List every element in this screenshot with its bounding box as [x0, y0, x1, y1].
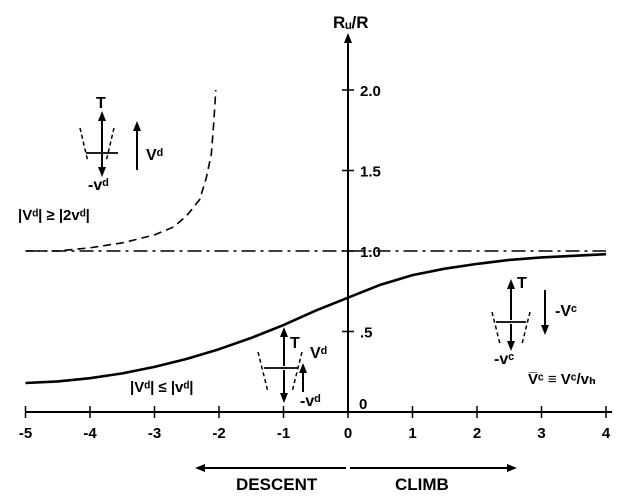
induced-descent-label: -vᵈ — [88, 177, 108, 194]
series-solid-line — [25, 252, 607, 385]
thrust-label-climb: T — [517, 275, 527, 292]
y-tick-label: 1.0 — [360, 244, 381, 261]
lower-condition-label: |Vᵈ| ≤ |vᵈ| — [130, 379, 193, 396]
rotor-diagram-descent-upper: T -vᵈ Vᵈ — [79, 95, 163, 194]
x-ticks: -5 -4 -3 -2 -1 0 1 2 3 4 — [19, 406, 611, 442]
y-ticks: .5 1.0 1.5 2.0 — [342, 83, 381, 342]
x-tick-label: -4 — [83, 425, 97, 442]
x-tick-label: -5 — [19, 425, 32, 442]
x-tick-label: -2 — [212, 425, 225, 442]
descent-velocity-label-lower: Vᵈ — [310, 345, 327, 362]
series-dashed-line — [25, 89, 217, 252]
x-tick-label: 3 — [537, 425, 545, 442]
x-tick-label: 4 — [602, 425, 611, 442]
induced-climb-label: -vᶜ — [494, 351, 514, 368]
climb-label: CLIMB — [395, 475, 449, 494]
x-tick-label: 0 — [344, 425, 352, 442]
climb-velocity-label: -Vᶜ — [555, 303, 577, 320]
y-tick-label: 1.5 — [360, 164, 381, 181]
upper-condition-label: |Vᵈ| ≥ |2vᵈ| — [18, 207, 90, 224]
series-lines — [25, 89, 607, 385]
thrust-label: T — [96, 95, 106, 112]
descent-velocity-label: Vᵈ — [146, 147, 163, 164]
y-axis-title: Rᵤ/R — [333, 13, 369, 32]
induced-descent-label-lower: -vᵈ — [300, 393, 320, 410]
x-tick-label: 2 — [473, 425, 481, 442]
x-tick-label: 1 — [408, 425, 416, 442]
rotor-diagram-climb: T -Vᶜ -vᶜ — [491, 275, 577, 368]
y-zero-label: 0 — [359, 396, 367, 413]
x-tick-label: -1 — [277, 425, 290, 442]
rotor-diagram-descent-lower: T Vᵈ -vᵈ — [257, 327, 327, 410]
xaxis-definition-label: V̅ᶜ ≡ Vᶜ/vₕ — [528, 371, 596, 388]
descent-label: DESCENT — [236, 475, 318, 494]
y-tick-label: .5 — [360, 325, 373, 342]
y-tick-label: 2.0 — [360, 83, 381, 100]
thrust-label-lower: T — [290, 335, 300, 352]
x-tick-label: -3 — [148, 425, 161, 442]
